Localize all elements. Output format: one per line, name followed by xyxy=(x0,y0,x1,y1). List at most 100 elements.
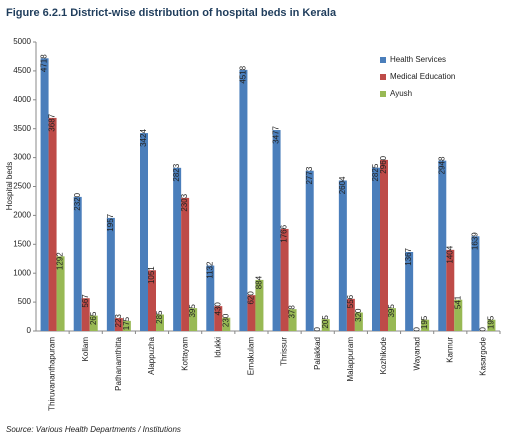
value-label: 2320 xyxy=(73,192,82,210)
legend-label: Medical Education xyxy=(390,72,455,81)
value-label: 2303 xyxy=(180,193,189,211)
y-tick-label: 4500 xyxy=(13,66,31,75)
bar xyxy=(471,236,480,331)
bar xyxy=(140,133,148,331)
value-label: 3687 xyxy=(48,113,57,131)
value-label: 2960 xyxy=(379,155,388,173)
bar xyxy=(454,299,463,331)
value-label: 223 xyxy=(114,314,123,328)
bar xyxy=(305,170,314,331)
value-label: 2604 xyxy=(338,176,347,194)
x-tick-label: Malappuram xyxy=(346,337,355,382)
bar xyxy=(206,265,215,331)
value-label: 2948 xyxy=(437,156,446,174)
bar xyxy=(272,130,281,331)
bar xyxy=(89,315,98,331)
x-tick-label: Kottayam xyxy=(180,337,189,371)
value-label: 1957 xyxy=(106,213,115,231)
bar xyxy=(106,217,115,331)
bar xyxy=(255,279,264,331)
value-label: 0 xyxy=(313,326,322,331)
value-label: 3424 xyxy=(139,129,148,147)
value-label: 175 xyxy=(122,316,131,330)
value-label: 1051 xyxy=(147,266,156,284)
bar xyxy=(73,196,82,331)
value-label: 1766 xyxy=(280,224,289,242)
value-label: 0 xyxy=(412,326,421,331)
bar xyxy=(321,319,330,331)
y-tick-label: 500 xyxy=(18,297,32,306)
x-tick-label: Palakkad xyxy=(313,337,322,370)
value-label: 1292 xyxy=(56,252,65,270)
value-label: 620 xyxy=(247,291,256,305)
value-label: 884 xyxy=(255,275,264,289)
value-label: 265 xyxy=(89,311,98,325)
x-tick-label: Thrissur xyxy=(280,337,289,366)
y-axis-label: Hospital beds xyxy=(5,162,14,210)
bar xyxy=(346,298,355,331)
value-label: 4518 xyxy=(239,65,248,83)
value-label: 378 xyxy=(288,305,297,319)
x-tick-label: Wayanad xyxy=(412,337,421,371)
value-label: 1404 xyxy=(445,245,454,263)
value-label: 1639 xyxy=(471,232,480,250)
bar xyxy=(288,309,297,331)
bar xyxy=(181,197,190,331)
legend-swatch xyxy=(380,57,386,63)
bar xyxy=(487,319,496,331)
bar xyxy=(56,256,65,331)
legend-label: Ayush xyxy=(390,89,412,98)
bar xyxy=(148,270,156,331)
y-tick-label: 3500 xyxy=(13,124,31,133)
value-label: 195 xyxy=(420,315,429,329)
bar xyxy=(214,306,223,331)
bar xyxy=(405,251,414,331)
bar xyxy=(40,58,49,332)
y-tick-label: 1000 xyxy=(13,268,31,277)
y-tick-label: 2500 xyxy=(13,182,31,191)
chart-title: Figure 6.2.1 District-wise distribution … xyxy=(6,7,337,19)
bar xyxy=(239,69,248,332)
value-label: 285 xyxy=(155,310,164,324)
value-label: 430 xyxy=(213,302,222,316)
y-tick-label: 4000 xyxy=(13,95,31,104)
y-tick-label: 2000 xyxy=(13,211,31,220)
value-label: 2825 xyxy=(371,163,380,181)
x-tick-label: Kozhikode xyxy=(379,336,388,374)
value-label: 205 xyxy=(321,315,330,329)
legend-label: Health Services xyxy=(390,55,446,64)
x-tick-label: Kasargode xyxy=(479,336,488,375)
bar xyxy=(372,167,380,331)
bar xyxy=(438,160,447,331)
bar xyxy=(114,318,123,331)
value-label: 2823 xyxy=(172,163,181,181)
value-label: 1132 xyxy=(205,261,214,279)
x-tick-label: Alappuzha xyxy=(147,336,156,374)
value-label: 4718 xyxy=(40,54,49,72)
bar xyxy=(247,295,256,331)
x-tick-label: Idukki xyxy=(213,337,222,358)
bar xyxy=(48,117,57,331)
legend-swatch xyxy=(380,74,386,80)
x-tick-label: Ernakulam xyxy=(247,337,256,376)
source: Source: Various Health Departments / Ins… xyxy=(6,425,181,434)
value-label: 3477 xyxy=(272,125,281,143)
value-label: 541 xyxy=(453,295,462,309)
y-tick-label: 3000 xyxy=(13,153,31,162)
x-tick-label: Thiruvananthapuram xyxy=(48,337,57,411)
bar xyxy=(122,320,131,331)
value-label: 395 xyxy=(387,304,396,318)
bar xyxy=(173,167,182,331)
y-tick-label: 0 xyxy=(27,326,32,335)
bar xyxy=(380,159,388,331)
value-label: 395 xyxy=(188,304,197,318)
x-tick-label: Kannur xyxy=(445,337,454,363)
value-label: 320 xyxy=(354,308,363,322)
value-label: 567 xyxy=(81,294,90,308)
value-label: 195 xyxy=(487,315,496,329)
legend-swatch xyxy=(380,91,386,97)
bar xyxy=(421,319,430,331)
value-label: 1367 xyxy=(404,247,413,265)
bar xyxy=(354,312,363,331)
